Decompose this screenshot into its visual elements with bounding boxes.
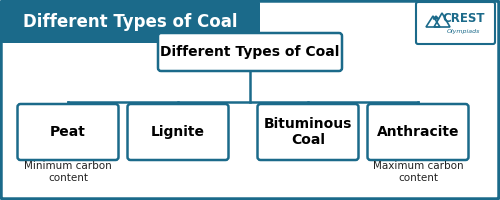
Text: Different Types of Coal: Different Types of Coal — [160, 45, 340, 59]
FancyBboxPatch shape — [416, 2, 495, 44]
FancyBboxPatch shape — [368, 104, 468, 160]
FancyBboxPatch shape — [128, 104, 228, 160]
Text: Olympiads: Olympiads — [447, 29, 480, 34]
FancyBboxPatch shape — [18, 104, 118, 160]
Text: Minimum carbon
content: Minimum carbon content — [24, 161, 112, 183]
Text: Anthracite: Anthracite — [377, 125, 459, 139]
Polygon shape — [433, 16, 439, 19]
Text: Peat: Peat — [50, 125, 86, 139]
Text: Different Types of Coal: Different Types of Coal — [23, 13, 238, 31]
FancyBboxPatch shape — [258, 104, 358, 160]
Text: Maximum carbon
content: Maximum carbon content — [372, 161, 464, 183]
FancyBboxPatch shape — [158, 33, 342, 71]
Text: Bituminous
Coal: Bituminous Coal — [264, 117, 352, 147]
FancyBboxPatch shape — [1, 1, 260, 43]
Text: CREST: CREST — [442, 12, 485, 25]
Text: Lignite: Lignite — [151, 125, 205, 139]
